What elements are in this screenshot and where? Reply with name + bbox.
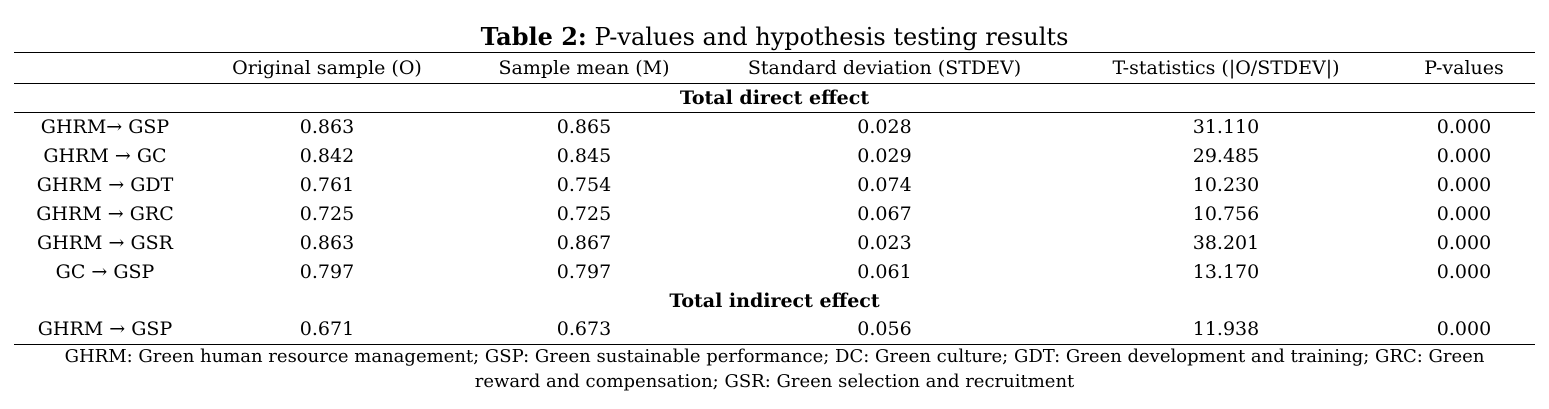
cell-original-sample: 0.725 <box>299 203 355 225</box>
cell-original-sample: 0.863 <box>299 232 355 254</box>
section-header-row: Total indirect effect <box>14 287 1535 315</box>
cell-standard-deviation: 0.056 <box>710 315 1059 345</box>
cell-p-value: 0.000 <box>1436 145 1492 167</box>
table-row: GC → GSP 0.797 0.797 0.061 13.170 0.000 <box>14 258 1535 287</box>
table-row: GHRM → GRC 0.725 0.725 0.067 10.756 0.000 <box>14 200 1535 229</box>
column-header-original-sample: Original sample (O) <box>196 52 458 84</box>
cell-t-statistics: 10.756 <box>1192 203 1260 225</box>
cell-path: GHRM → GC <box>43 145 167 167</box>
table-caption: Table 2: P-values and hypothesis testing… <box>0 20 1549 54</box>
table-row: GHRM → GDT 0.761 0.754 0.074 10.230 0.000 <box>14 171 1535 200</box>
cell-original-sample: 0.797 <box>299 261 355 283</box>
cell-path: GHRM → GRC <box>36 203 174 225</box>
table-caption-label: Table 2: <box>480 22 587 51</box>
cell-t-statistics: 31.110 <box>1192 116 1260 138</box>
column-header-p-values: P-values <box>1393 52 1535 84</box>
cell-path: GHRM→ GSP <box>40 116 170 138</box>
table-header: Original sample (O) Sample mean (M) Stan… <box>14 52 1535 84</box>
cell-path: GHRM → GSR <box>36 232 173 254</box>
cell-sample-mean: 0.867 <box>556 232 612 254</box>
cell-p-value: 0.000 <box>1393 315 1535 345</box>
section-title: Total indirect effect <box>669 290 880 312</box>
cell-sample-mean: 0.725 <box>556 203 612 225</box>
cell-path: GHRM → GSP <box>14 315 196 345</box>
cell-standard-deviation: 0.074 <box>857 174 912 196</box>
table-footnote: GHRM: Green human resource management; G… <box>64 346 1485 392</box>
section-header-row: Total direct effect <box>14 83 1535 113</box>
cell-t-statistics: 38.201 <box>1192 232 1260 254</box>
cell-standard-deviation: 0.029 <box>857 145 912 167</box>
column-header-path <box>14 52 196 84</box>
cell-sample-mean: 0.797 <box>556 261 612 283</box>
column-header-sample-mean: Sample mean (M) <box>458 52 710 84</box>
header-row: Original sample (O) Sample mean (M) Stan… <box>14 52 1535 84</box>
cell-p-value: 0.000 <box>1436 203 1492 225</box>
section-title: Total direct effect <box>14 83 1535 113</box>
table-caption-text: P-values and hypothesis testing results <box>594 23 1069 51</box>
table-row: GHRM → GSR 0.863 0.867 0.023 38.201 0.000 <box>14 229 1535 258</box>
cell-path: GHRM → GDT <box>36 174 174 196</box>
cell-standard-deviation: 0.061 <box>857 261 912 283</box>
cell-t-statistics: 29.485 <box>1192 145 1260 167</box>
cell-sample-mean: 0.754 <box>556 174 612 196</box>
cell-p-value: 0.000 <box>1436 261 1492 283</box>
cell-sample-mean: 0.865 <box>556 116 612 138</box>
column-header-t-statistics: T-statistics (|O/STDEV|) <box>1059 52 1393 84</box>
cell-original-sample: 0.842 <box>299 145 355 167</box>
cell-path: GC → GSP <box>55 261 155 283</box>
cell-p-value: 0.000 <box>1436 116 1492 138</box>
cell-standard-deviation: 0.028 <box>857 116 912 138</box>
cell-sample-mean: 0.673 <box>458 315 710 345</box>
table-row: GHRM → GC 0.842 0.845 0.029 29.485 0.000 <box>14 142 1535 171</box>
table-body: Total direct effect GHRM→ GSP 0.863 0.865 0.… <box>14 83 1535 345</box>
cell-t-statistics: 13.170 <box>1192 261 1260 283</box>
cell-standard-deviation: 0.067 <box>857 203 912 225</box>
table-row: GHRM → GSP 0.671 0.673 0.056 11.938 0.000 <box>14 315 1535 345</box>
column-header-standard-deviation: Standard deviation (STDEV) <box>710 52 1059 84</box>
cell-sample-mean: 0.845 <box>556 145 612 167</box>
cell-t-statistics: 11.938 <box>1059 315 1393 345</box>
cell-original-sample: 0.761 <box>299 174 355 196</box>
cell-p-value: 0.000 <box>1436 174 1492 196</box>
cell-p-value: 0.000 <box>1436 232 1492 254</box>
cell-original-sample: 0.671 <box>196 315 458 345</box>
cell-standard-deviation: 0.023 <box>857 232 912 254</box>
cell-t-statistics: 10.230 <box>1192 174 1260 196</box>
cell-original-sample: 0.863 <box>299 116 355 138</box>
table-row: GHRM→ GSP 0.863 0.865 0.028 31.110 0.000 <box>14 113 1535 143</box>
results-table: Original sample (O) Sample mean (M) Stan… <box>14 52 1535 345</box>
